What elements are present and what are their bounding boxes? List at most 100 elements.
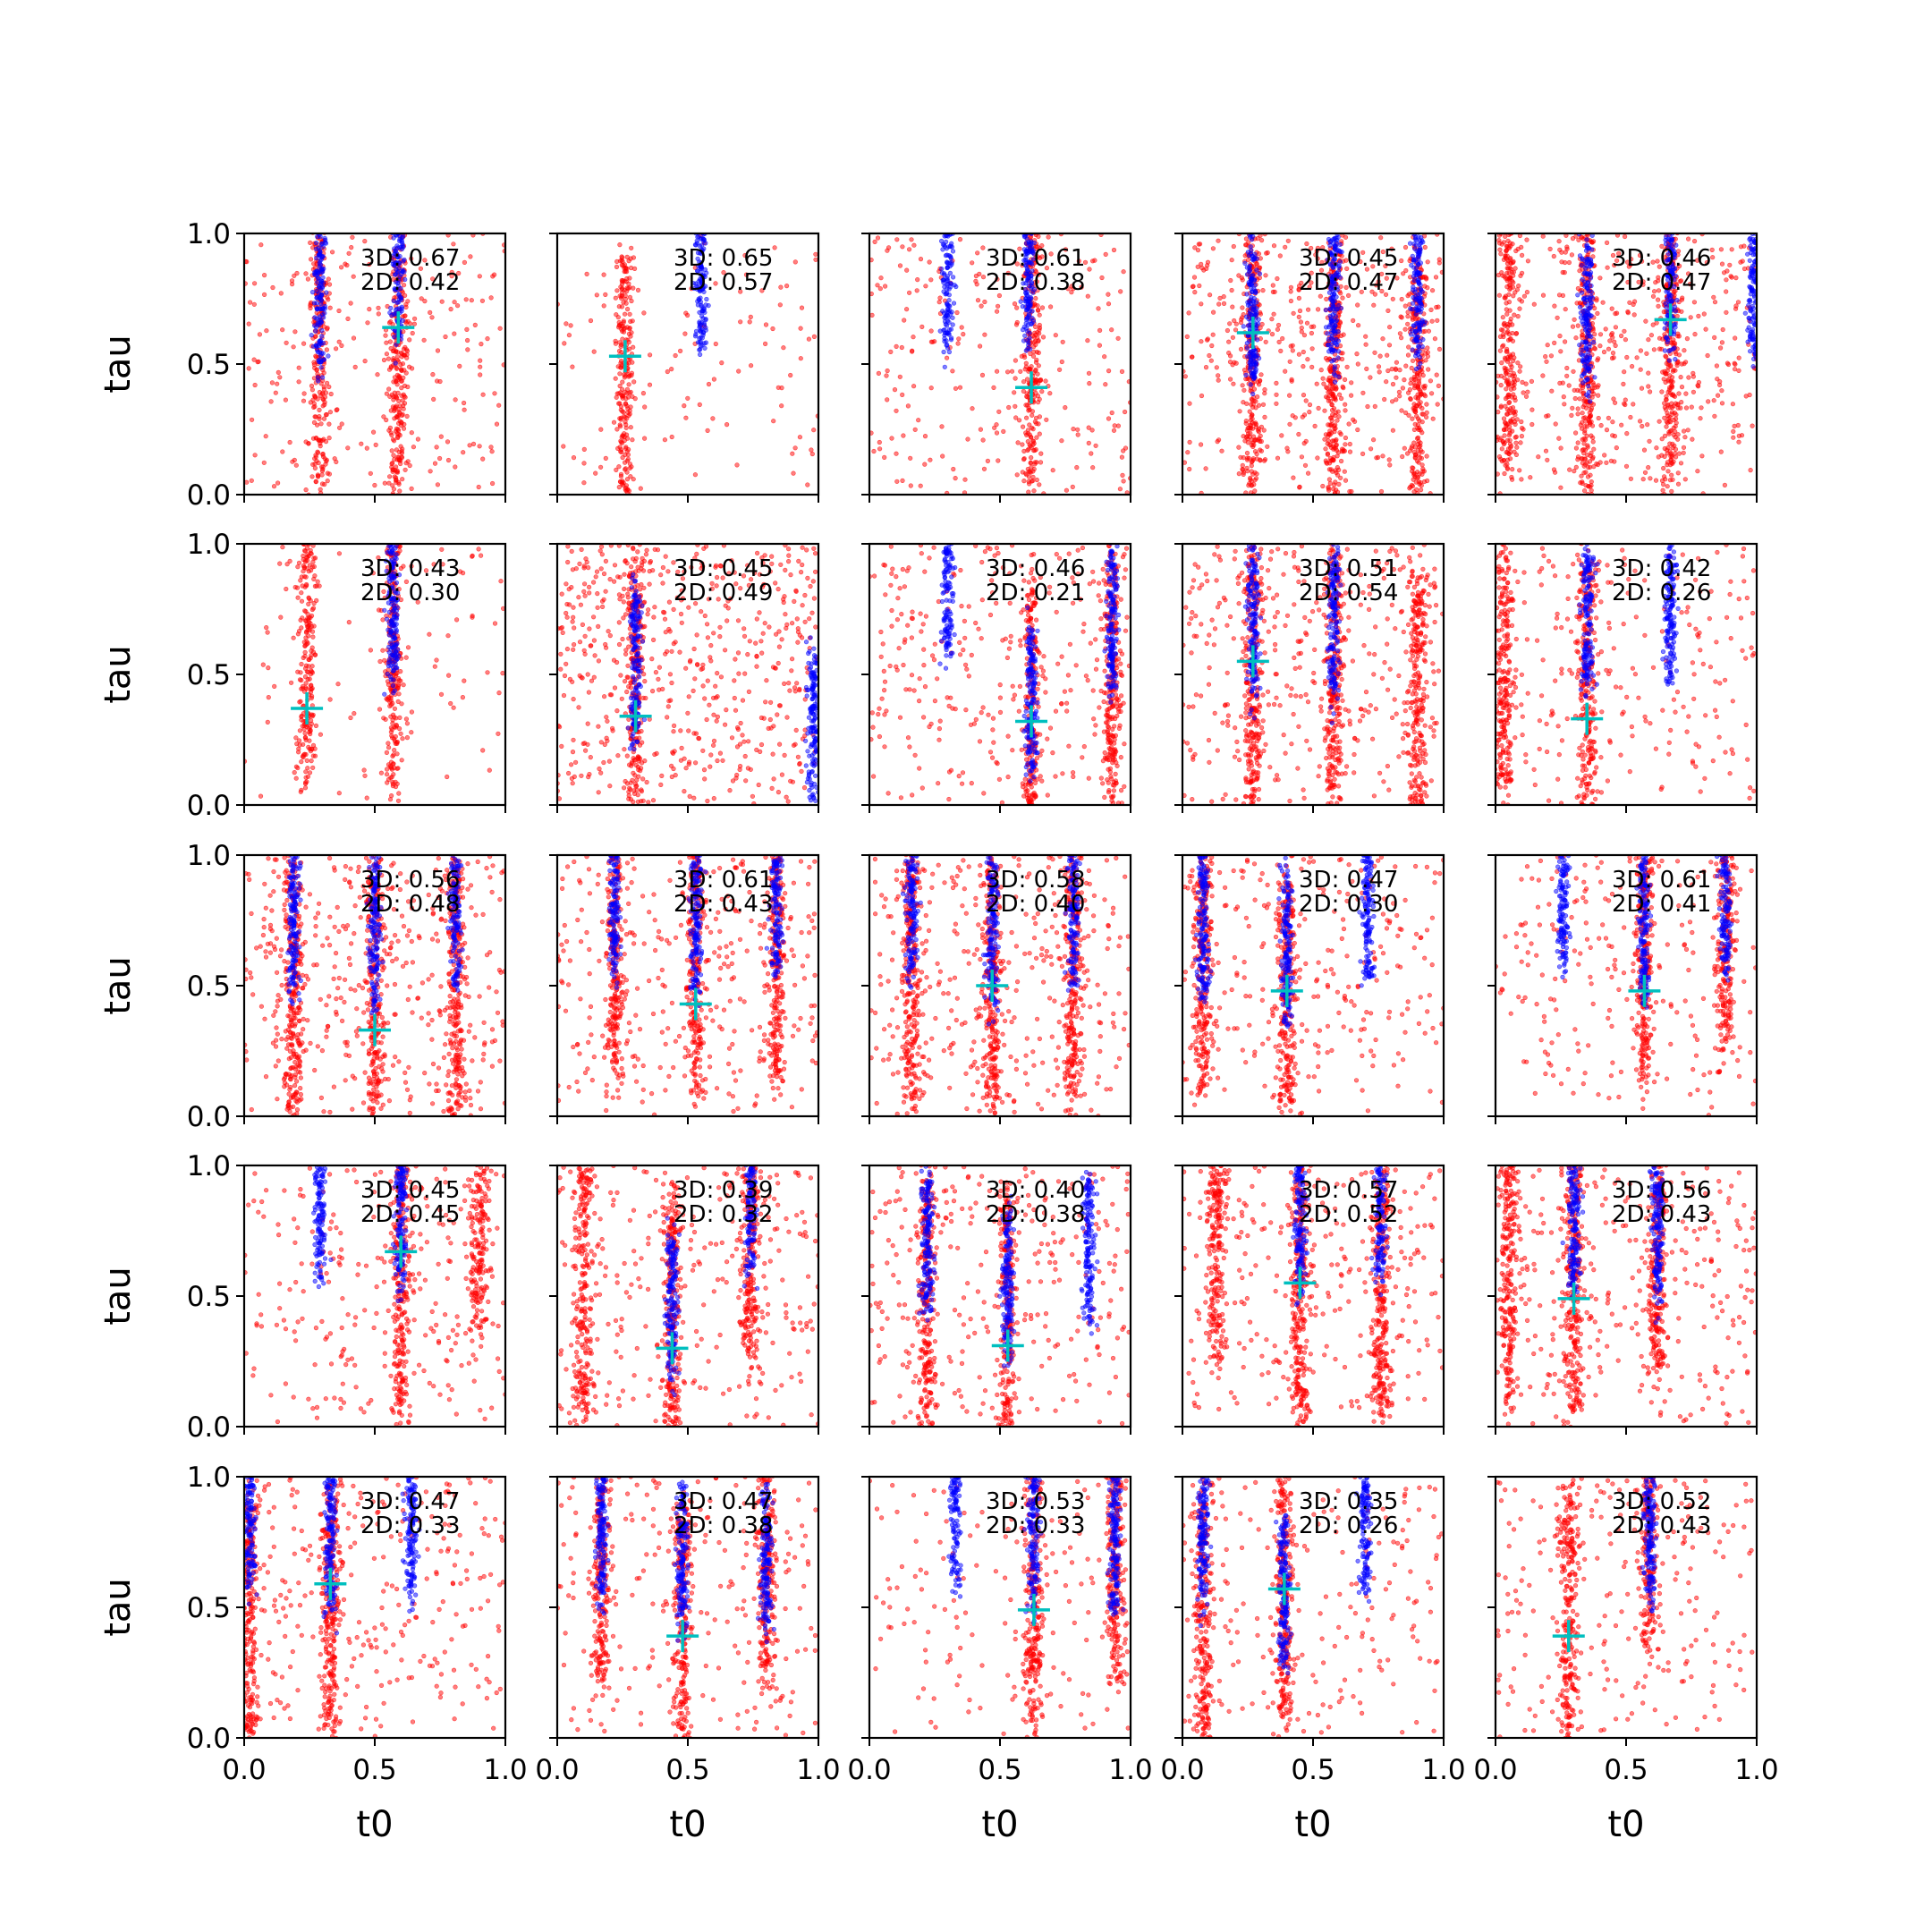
- scatter-point: [877, 371, 881, 376]
- scatter-point: [1508, 431, 1513, 436]
- scatter-point: [1188, 402, 1192, 406]
- scatter-point: [970, 406, 975, 411]
- scatter-point: [1413, 354, 1418, 359]
- scatter-point: [337, 340, 342, 344]
- scatter-point: [1216, 438, 1221, 443]
- scatter-point: [1526, 390, 1530, 394]
- scatter-point: [1405, 322, 1410, 326]
- scatter-point: [1216, 374, 1220, 378]
- scatter-point: [395, 436, 400, 440]
- scatter-point: [309, 258, 313, 262]
- scatter-point: [313, 273, 318, 277]
- scatter-point: [1304, 439, 1309, 444]
- scatter-point: [416, 437, 420, 442]
- scatter-point: [1024, 318, 1029, 322]
- scatter-point: [322, 437, 326, 442]
- scatter-point: [1044, 379, 1048, 384]
- scatter-point: [771, 326, 775, 331]
- scatter-point: [1724, 278, 1729, 283]
- scatter-point: [1377, 365, 1381, 369]
- scatter-point: [1368, 376, 1373, 380]
- scatter-point: [390, 313, 394, 318]
- scatter-point: [399, 351, 403, 355]
- scatter-point: [1321, 377, 1326, 381]
- scatter-point: [1602, 350, 1606, 354]
- scatter-point: [1356, 323, 1360, 327]
- scatter-point: [394, 429, 398, 434]
- scatter-point: [1588, 465, 1592, 470]
- scatter-point: [1335, 454, 1340, 459]
- scatter-point: [1249, 402, 1253, 407]
- scatter-point: [1418, 355, 1422, 360]
- scatter-point: [382, 358, 386, 362]
- scatter-point: [928, 458, 933, 462]
- scatter-point: [945, 346, 950, 351]
- scatter-point: [704, 303, 708, 308]
- scatter-point: [986, 459, 990, 463]
- scatter-point: [929, 386, 934, 390]
- scatter-point: [784, 284, 789, 288]
- scatter-point: [1622, 382, 1626, 386]
- scatter-point: [1679, 375, 1683, 379]
- scatter-point: [1350, 489, 1354, 494]
- scatter-point: [943, 365, 947, 369]
- scatter-point: [1241, 472, 1246, 477]
- scatter-point: [1684, 392, 1689, 396]
- scatter-point: [1200, 266, 1205, 270]
- scatter-point: [1258, 272, 1262, 276]
- scatter-point: [1572, 469, 1577, 473]
- scatter-point: [1249, 383, 1253, 387]
- scatter-point: [314, 479, 318, 484]
- scatter-point: [592, 350, 597, 354]
- scatter-point: [945, 308, 950, 312]
- scatter-point: [1619, 334, 1623, 338]
- scatter-point: [1623, 337, 1628, 342]
- scatter-point: [394, 361, 398, 366]
- score-3d-label: 3D: 0.67: [360, 245, 460, 272]
- scatter-point: [316, 451, 320, 455]
- scatter-point: [1291, 349, 1295, 353]
- scatter-point: [1416, 426, 1420, 430]
- scatter-point: [1626, 309, 1631, 314]
- scatter-point: [1046, 235, 1051, 240]
- scatter-point: [876, 284, 880, 288]
- scatter-point: [1692, 239, 1697, 243]
- scatter-point: [1402, 446, 1407, 451]
- scatter-point: [1332, 406, 1336, 411]
- scatter-point: [1306, 308, 1310, 312]
- scatter-point: [1373, 404, 1377, 409]
- scatter-point: [1277, 340, 1282, 344]
- scatter-point: [1742, 244, 1747, 249]
- scatter-point: [812, 335, 817, 339]
- scatter-point: [496, 403, 501, 408]
- scatter-point: [1328, 481, 1333, 486]
- scatter-point: [1403, 245, 1408, 250]
- scatter-point: [1317, 406, 1321, 411]
- scatter-point: [471, 442, 476, 446]
- scatter-point: [944, 253, 948, 258]
- scatter-point: [1652, 348, 1657, 352]
- scatter-point: [1410, 483, 1414, 487]
- scatter-point: [1330, 350, 1335, 354]
- scatter-point: [312, 324, 317, 328]
- scatter-point: [1023, 300, 1028, 304]
- scatter-point: [1251, 377, 1256, 381]
- scatter-point: [1071, 485, 1075, 489]
- scatter-point: [623, 419, 628, 424]
- scatter-point: [911, 335, 916, 339]
- scatter-point: [1632, 300, 1637, 304]
- scatter-point: [915, 289, 919, 293]
- scatter-point: [1426, 285, 1430, 290]
- scatter-point: [1413, 330, 1418, 335]
- scatter-point: [1245, 466, 1250, 470]
- scatter-point: [385, 392, 389, 396]
- scatter-point: [464, 298, 469, 302]
- scatter-point: [670, 435, 674, 439]
- scatter-point: [1433, 336, 1437, 341]
- scatter-point: [628, 374, 632, 378]
- scatter-point: [1355, 303, 1360, 308]
- scatter-point: [1029, 304, 1033, 309]
- scatter-point: [394, 367, 399, 371]
- scatter-point: [1244, 419, 1249, 423]
- scatter-point: [320, 335, 325, 339]
